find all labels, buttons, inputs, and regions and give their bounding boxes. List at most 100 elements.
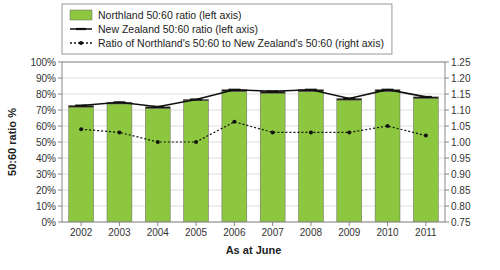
legend-swatch bbox=[70, 10, 92, 20]
y-tick-label: 90% bbox=[36, 73, 56, 84]
y-tick-label: 100% bbox=[30, 57, 56, 68]
bar bbox=[299, 92, 324, 222]
y2-tick-label: 0.95 bbox=[451, 153, 471, 164]
line-series bbox=[75, 90, 432, 107]
y2-tick bbox=[445, 78, 449, 79]
x-tick bbox=[119, 222, 120, 226]
y-tick-label: 10% bbox=[36, 201, 56, 212]
x-tick bbox=[387, 222, 388, 226]
marker bbox=[386, 124, 390, 128]
legend-label: Ratio of Northland's 50:60 to New Zealan… bbox=[98, 37, 384, 49]
marker bbox=[152, 106, 164, 108]
bar bbox=[107, 104, 132, 222]
x-tick bbox=[310, 222, 311, 226]
chart: 2002200320042005200620072008200920102011… bbox=[0, 0, 500, 270]
marker bbox=[309, 130, 313, 134]
y2-tick-label: 1.25 bbox=[451, 57, 471, 68]
x-tick bbox=[157, 222, 158, 226]
y-axis-label: 50:60 ratio % bbox=[6, 108, 18, 176]
bar bbox=[337, 98, 362, 100]
bar bbox=[413, 97, 438, 99]
legend-label: Northland 50:60 ratio (left axis) bbox=[98, 9, 242, 21]
bar bbox=[145, 108, 170, 222]
bar-series bbox=[69, 92, 439, 222]
grid bbox=[62, 62, 445, 222]
y-tick-label: 70% bbox=[36, 105, 56, 116]
x-tick-label: 2002 bbox=[70, 227, 93, 238]
y-tick bbox=[58, 142, 62, 143]
x-tick-label: 2008 bbox=[300, 227, 323, 238]
y-tick bbox=[58, 126, 62, 127]
x-axis-label: As at June bbox=[226, 244, 282, 256]
y2-tick-label: 1.20 bbox=[451, 73, 471, 84]
marker bbox=[228, 89, 240, 91]
marker bbox=[190, 98, 202, 100]
y2-tick bbox=[445, 110, 449, 111]
bar bbox=[375, 92, 400, 222]
marker bbox=[194, 140, 198, 144]
marker bbox=[424, 134, 428, 138]
y-tick-label: 80% bbox=[36, 89, 56, 100]
bar bbox=[145, 107, 170, 109]
bar bbox=[69, 106, 94, 108]
bar bbox=[260, 93, 285, 222]
marker bbox=[156, 140, 160, 144]
y2-tick-label: 1.00 bbox=[451, 137, 471, 148]
y2-tick-label: 0.90 bbox=[451, 169, 471, 180]
marker bbox=[305, 89, 317, 91]
line bbox=[81, 122, 426, 142]
y2-tick bbox=[445, 190, 449, 191]
y-tick bbox=[58, 62, 62, 63]
y2-tick bbox=[445, 126, 449, 127]
x-tick-label: 2007 bbox=[262, 227, 285, 238]
plot-frame bbox=[62, 62, 445, 222]
marker bbox=[113, 101, 125, 103]
y-tick bbox=[58, 222, 62, 223]
x-tick-label: 2011 bbox=[415, 227, 437, 238]
legend-swatch bbox=[70, 28, 92, 30]
y2-tick bbox=[445, 222, 449, 223]
line-series bbox=[79, 120, 428, 144]
marker bbox=[347, 130, 351, 134]
y2-tick bbox=[445, 158, 449, 159]
y2-tick bbox=[445, 142, 449, 143]
bar bbox=[413, 98, 438, 222]
marker bbox=[75, 105, 87, 107]
y-tick bbox=[58, 110, 62, 111]
legend-marker bbox=[76, 28, 86, 30]
y2-tick bbox=[445, 174, 449, 175]
y2-tick-label: 1.10 bbox=[451, 105, 471, 116]
y2-tick bbox=[445, 206, 449, 207]
y-tick-label: 50% bbox=[36, 137, 56, 148]
legend-frame bbox=[62, 4, 392, 54]
bar-series bbox=[69, 90, 439, 109]
marker bbox=[232, 120, 236, 124]
y-tick-label: 0% bbox=[42, 217, 57, 228]
x-tick-label: 2010 bbox=[376, 227, 399, 238]
y-tick-label: 40% bbox=[36, 153, 56, 164]
marker bbox=[117, 130, 121, 134]
y-tick bbox=[58, 174, 62, 175]
y2-tick-label: 0.85 bbox=[451, 185, 471, 196]
legend: Northland 50:60 ratio (left axis)New Zea… bbox=[62, 4, 392, 54]
marker bbox=[382, 89, 394, 91]
grid-line bbox=[62, 78, 445, 79]
legend-marker bbox=[79, 41, 83, 45]
x-tick bbox=[425, 222, 426, 226]
x-tick bbox=[234, 222, 235, 226]
x-tick-label: 2005 bbox=[185, 227, 208, 238]
y2-tick-label: 1.15 bbox=[451, 89, 471, 100]
bar bbox=[184, 101, 209, 222]
bar bbox=[222, 92, 247, 222]
y-tick-label: 20% bbox=[36, 185, 56, 196]
y-tick bbox=[58, 94, 62, 95]
marker bbox=[271, 130, 275, 134]
y2-tick-label: 0.80 bbox=[451, 201, 471, 212]
marker bbox=[79, 127, 83, 131]
y-tick bbox=[58, 78, 62, 79]
y2-tick-label: 1.05 bbox=[451, 121, 471, 132]
x-tick-label: 2003 bbox=[108, 227, 131, 238]
y2-tick bbox=[445, 94, 449, 95]
x-tick bbox=[81, 222, 82, 226]
x-tick bbox=[272, 222, 273, 226]
